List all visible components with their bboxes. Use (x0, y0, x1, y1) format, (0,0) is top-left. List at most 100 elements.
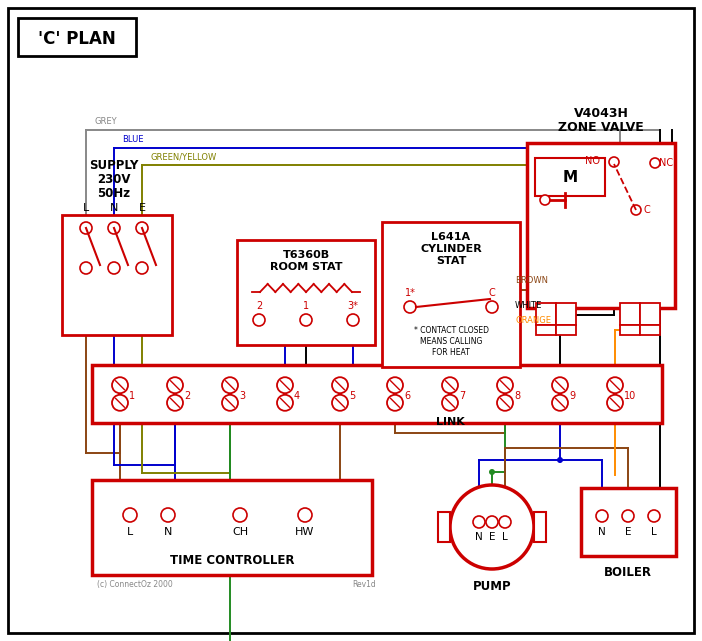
Circle shape (161, 508, 175, 522)
Text: L: L (83, 203, 89, 213)
Text: TIME CONTROLLER: TIME CONTROLLER (170, 554, 294, 567)
Text: LINK: LINK (436, 417, 465, 427)
Text: NO: NO (585, 156, 600, 166)
Text: SUPPLY: SUPPLY (89, 158, 139, 172)
Bar (62, 215, 172, 335)
Bar (534, 512, 546, 542)
Circle shape (609, 157, 619, 167)
Circle shape (222, 395, 238, 411)
Text: Rev1d: Rev1d (352, 580, 376, 589)
Text: N: N (598, 527, 606, 537)
Circle shape (332, 395, 348, 411)
Circle shape (486, 516, 498, 528)
Circle shape (108, 262, 120, 274)
Circle shape (650, 158, 660, 168)
Text: 4: 4 (294, 391, 300, 401)
Circle shape (167, 377, 183, 393)
Text: ORANGE: ORANGE (515, 316, 551, 325)
Text: GREEN/YELLOW: GREEN/YELLOW (150, 152, 216, 161)
Circle shape (167, 395, 183, 411)
Circle shape (80, 222, 92, 234)
Circle shape (233, 508, 247, 522)
Text: L: L (502, 532, 508, 542)
Text: WHITE: WHITE (515, 301, 543, 310)
Bar (527, 143, 675, 308)
Circle shape (387, 395, 403, 411)
Circle shape (123, 508, 137, 522)
Text: L641A: L641A (432, 232, 470, 242)
Circle shape (497, 377, 513, 393)
Circle shape (300, 314, 312, 326)
Circle shape (136, 222, 148, 234)
Bar (92, 480, 372, 575)
Text: C: C (643, 205, 650, 215)
Text: 230V: 230V (98, 172, 131, 185)
Bar (556, 303, 576, 325)
Text: 6: 6 (404, 391, 410, 401)
Text: E: E (489, 532, 495, 542)
Text: ROOM STAT: ROOM STAT (270, 262, 343, 272)
Text: N: N (475, 532, 483, 542)
Bar (237, 240, 375, 345)
Text: 8: 8 (514, 391, 520, 401)
Circle shape (222, 377, 238, 393)
Circle shape (622, 510, 634, 522)
Circle shape (298, 508, 312, 522)
Circle shape (607, 377, 623, 393)
Circle shape (112, 377, 128, 393)
Text: HW: HW (296, 527, 314, 537)
Text: L: L (651, 527, 657, 537)
Bar (620, 303, 640, 325)
Circle shape (277, 395, 293, 411)
Text: BROWN: BROWN (515, 276, 548, 285)
Text: L: L (127, 527, 133, 537)
Text: CH: CH (232, 527, 248, 537)
Bar (536, 325, 556, 335)
Text: M: M (562, 169, 578, 185)
Circle shape (552, 377, 568, 393)
Circle shape (347, 314, 359, 326)
Text: T6360B: T6360B (282, 250, 329, 260)
Text: 7: 7 (459, 391, 465, 401)
Text: 5: 5 (349, 391, 355, 401)
Bar (556, 325, 576, 335)
Circle shape (497, 395, 513, 411)
Circle shape (499, 516, 511, 528)
Text: 10: 10 (624, 391, 636, 401)
Text: GREY: GREY (94, 117, 117, 126)
Circle shape (473, 516, 485, 528)
Circle shape (253, 314, 265, 326)
Text: BLUE: BLUE (122, 135, 143, 144)
Text: 9: 9 (569, 391, 575, 401)
Text: N: N (164, 527, 172, 537)
Circle shape (557, 457, 563, 463)
Text: ZONE VALVE: ZONE VALVE (558, 121, 644, 133)
Text: 1*: 1* (404, 288, 416, 298)
Text: MEANS CALLING: MEANS CALLING (420, 337, 482, 345)
Text: 'C' PLAN: 'C' PLAN (38, 30, 116, 48)
Bar (438, 512, 450, 542)
Circle shape (404, 301, 416, 313)
Text: 1: 1 (129, 391, 135, 401)
Text: 3*: 3* (347, 301, 359, 311)
Circle shape (112, 395, 128, 411)
Circle shape (277, 377, 293, 393)
Bar (382, 222, 520, 367)
Text: E: E (625, 527, 631, 537)
Text: NC: NC (659, 158, 673, 168)
Bar (620, 325, 640, 335)
Text: N: N (110, 203, 118, 213)
Circle shape (540, 195, 550, 205)
Circle shape (552, 395, 568, 411)
Text: 50Hz: 50Hz (98, 187, 131, 199)
Circle shape (136, 262, 148, 274)
Circle shape (442, 377, 458, 393)
Text: FOR HEAT: FOR HEAT (432, 347, 470, 356)
Circle shape (607, 395, 623, 411)
Circle shape (486, 301, 498, 313)
Bar (92, 365, 662, 423)
Circle shape (648, 510, 660, 522)
Text: 3: 3 (239, 391, 245, 401)
Text: 2: 2 (256, 301, 262, 311)
Text: 1: 1 (303, 301, 309, 311)
